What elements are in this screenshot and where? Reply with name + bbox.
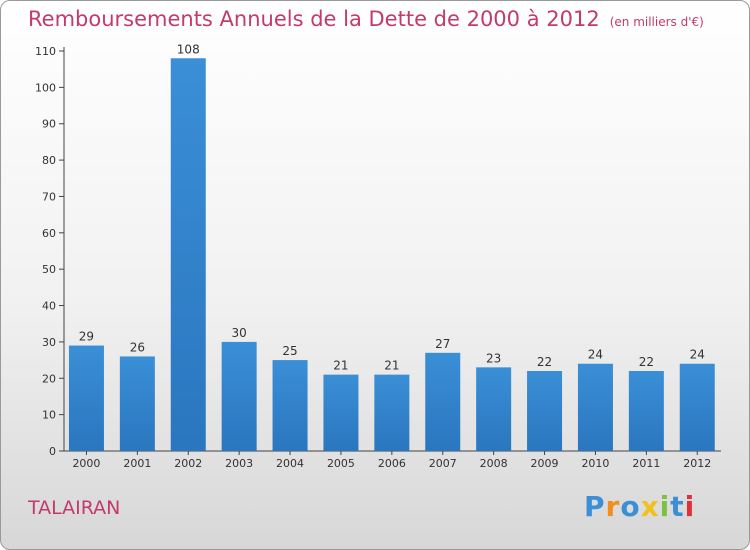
x-tick-label-2009: 2009 bbox=[531, 457, 559, 470]
y-tick-label: 30 bbox=[42, 336, 56, 349]
x-tick-label-2012: 2012 bbox=[683, 457, 711, 470]
bar-2005 bbox=[323, 374, 359, 451]
logo-letter: o bbox=[620, 490, 641, 523]
value-label-2008: 23 bbox=[486, 351, 501, 365]
value-label-2000: 29 bbox=[79, 330, 94, 344]
bar-2010 bbox=[577, 363, 613, 451]
y-tick-label: 0 bbox=[49, 445, 56, 458]
y-tick-label: 100 bbox=[35, 81, 56, 94]
value-label-2007: 27 bbox=[435, 337, 450, 351]
value-label-2003: 30 bbox=[232, 326, 247, 340]
x-tick-label-2006: 2006 bbox=[378, 457, 406, 470]
chart-title: Remboursements Annuels de la Dette de 20… bbox=[28, 7, 600, 31]
logo-letter: P bbox=[584, 490, 606, 523]
y-tick-label: 60 bbox=[42, 227, 56, 240]
labels: 0 10 20 30 40 50 60 70 80 90 100 110 29 2000 26 2001 108… bbox=[35, 42, 711, 470]
x-tick-label-2001: 2001 bbox=[123, 457, 151, 470]
logo-letter: x bbox=[640, 490, 660, 523]
x-tick-label-2002: 2002 bbox=[174, 457, 202, 470]
y-tick-label: 10 bbox=[42, 409, 56, 422]
x-tick-label-2000: 2000 bbox=[72, 457, 100, 470]
bar-2001 bbox=[119, 356, 155, 451]
bar-2011 bbox=[628, 371, 664, 451]
bar-2004 bbox=[272, 360, 308, 451]
x-tick-label-2008: 2008 bbox=[480, 457, 508, 470]
title-row: Remboursements Annuels de la Dette de 20… bbox=[28, 7, 704, 31]
bar-2008 bbox=[476, 367, 512, 451]
y-tick-label: 70 bbox=[42, 190, 56, 203]
x-tick-label-2003: 2003 bbox=[225, 457, 253, 470]
y-tick-label: 80 bbox=[42, 154, 56, 167]
bar-2009 bbox=[527, 371, 563, 451]
value-label-2001: 26 bbox=[130, 340, 145, 354]
value-label-2010: 24 bbox=[588, 348, 603, 362]
y-tick-label: 40 bbox=[42, 300, 56, 313]
x-tick-label-2004: 2004 bbox=[276, 457, 304, 470]
x-tick-label-2005: 2005 bbox=[327, 457, 355, 470]
value-label-2002: 108 bbox=[177, 42, 200, 56]
value-label-2006: 21 bbox=[384, 359, 399, 373]
bar-2003 bbox=[221, 341, 257, 451]
logo-letter: r bbox=[605, 490, 621, 523]
logo-letter: i bbox=[684, 490, 696, 523]
bars bbox=[68, 58, 715, 451]
logo-letter: t bbox=[670, 490, 685, 523]
bar-2007 bbox=[425, 352, 461, 451]
x-tick-label-2010: 2010 bbox=[581, 457, 609, 470]
logo-letter: i bbox=[659, 490, 671, 523]
value-label-2011: 22 bbox=[639, 355, 654, 369]
x-tick-label-2007: 2007 bbox=[429, 457, 457, 470]
bar-2012 bbox=[679, 363, 715, 451]
y-tick-label: 110 bbox=[35, 45, 56, 58]
value-label-2009: 22 bbox=[537, 355, 552, 369]
value-label-2012: 24 bbox=[690, 348, 705, 362]
y-tick-label: 20 bbox=[42, 372, 56, 385]
y-tick-label: 50 bbox=[42, 263, 56, 276]
town-name: TALAIRAN bbox=[28, 497, 121, 519]
proxiti-logo: Proxiti bbox=[584, 490, 695, 523]
chart-unit: (en milliers d'€) bbox=[609, 15, 704, 29]
bar-2000 bbox=[68, 345, 104, 451]
bar-2002 bbox=[170, 58, 206, 451]
y-tick-label: 90 bbox=[42, 118, 56, 131]
bar-2006 bbox=[374, 374, 410, 451]
value-label-2005: 21 bbox=[333, 359, 348, 373]
value-label-2004: 25 bbox=[282, 344, 297, 358]
x-tick-label-2011: 2011 bbox=[632, 457, 660, 470]
